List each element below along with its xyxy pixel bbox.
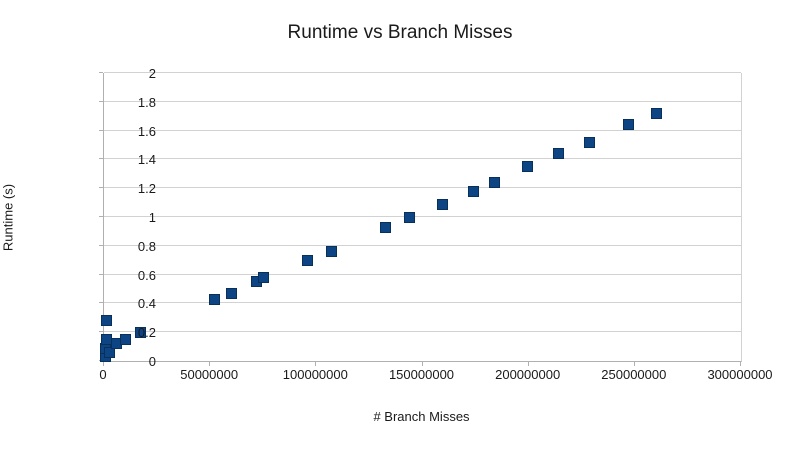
data-point xyxy=(583,136,595,148)
x-tick-label: 250000000 xyxy=(601,367,667,382)
plot-area xyxy=(99,72,742,366)
y-axis-tick xyxy=(99,331,103,333)
data-point xyxy=(650,107,662,119)
gridline xyxy=(104,273,741,275)
y-axis-tick xyxy=(99,273,103,275)
y-tick-label: 2 xyxy=(148,66,156,81)
y-axis-tick xyxy=(99,158,103,160)
gridline xyxy=(104,302,741,304)
x-tick-label: 150000000 xyxy=(388,367,455,382)
x-tick-label: 300000000 xyxy=(707,367,773,382)
data-point xyxy=(552,148,564,160)
data-point xyxy=(467,185,479,197)
chart-title: Runtime vs Branch Misses xyxy=(287,22,513,43)
y-tick-label: 1 xyxy=(148,210,156,225)
y-tick-label: 1.8 xyxy=(137,94,156,110)
data-point xyxy=(404,211,416,223)
y-axis-tick xyxy=(99,72,103,73)
x-tick-label: 100000000 xyxy=(282,367,348,382)
x-axis-tick xyxy=(527,362,529,366)
data-point xyxy=(257,271,269,283)
data-point xyxy=(101,315,113,327)
data-point xyxy=(379,221,391,233)
y-tick-label: 0 xyxy=(148,354,156,369)
y-tick-label: 1.4 xyxy=(137,152,156,168)
y-tick-label: 0.4 xyxy=(137,296,156,312)
data-point xyxy=(302,254,314,266)
x-tick-label: 200000000 xyxy=(495,367,561,382)
data-point xyxy=(437,198,449,210)
x-axis-tick xyxy=(633,362,635,366)
data-point xyxy=(208,293,220,305)
y-axis-tick xyxy=(99,129,103,131)
gridline xyxy=(104,187,741,189)
gridline xyxy=(104,331,741,333)
gridline xyxy=(104,129,741,131)
data-point xyxy=(225,287,237,299)
y-axis-tick xyxy=(99,216,103,217)
y-axis-title: Runtime (s) xyxy=(0,183,16,252)
y-axis-tick xyxy=(99,244,103,246)
x-axis-tick xyxy=(740,362,741,366)
gridline xyxy=(104,216,741,217)
data-point xyxy=(134,326,146,338)
y-tick-label: 0.8 xyxy=(137,238,156,254)
data-point xyxy=(522,161,534,173)
gridline xyxy=(104,158,741,160)
x-axis-title: # Branch Misses xyxy=(373,409,470,424)
data-point xyxy=(622,119,634,131)
y-tick-label: 1.6 xyxy=(137,123,156,139)
y-axis-tick xyxy=(99,100,103,102)
gridline xyxy=(104,72,741,73)
y-tick-label: 0.2 xyxy=(137,325,156,341)
x-axis-tick xyxy=(315,362,317,366)
x-tick-label: 0 xyxy=(99,367,107,382)
gridline xyxy=(104,244,741,246)
data-point xyxy=(489,176,501,188)
y-axis-tick xyxy=(99,187,103,189)
y-tick-label: 0.6 xyxy=(137,267,156,283)
gridline xyxy=(104,100,741,102)
y-tick-label: 1.2 xyxy=(137,181,156,197)
y-axis-tick xyxy=(99,302,103,304)
x-axis-tick xyxy=(103,362,104,366)
x-axis-tick xyxy=(421,362,423,366)
x-axis-tick xyxy=(209,362,211,366)
data-point xyxy=(104,346,116,358)
data-point xyxy=(325,246,337,258)
data-point xyxy=(119,333,131,345)
x-tick-label: 50000000 xyxy=(180,367,239,382)
